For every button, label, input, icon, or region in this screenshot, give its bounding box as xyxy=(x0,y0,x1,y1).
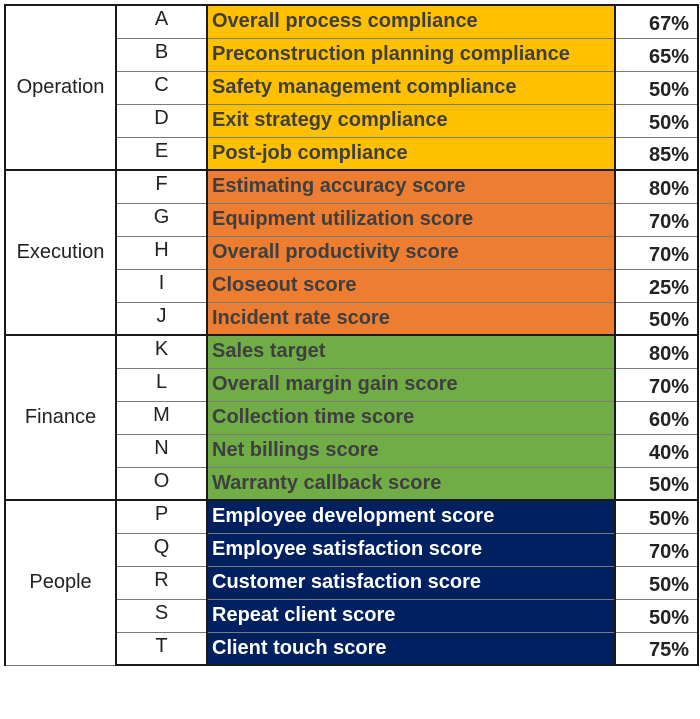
metric-percent: 50% xyxy=(614,466,699,501)
row-letter: J xyxy=(115,301,208,336)
table-row: N Net billings score 40% xyxy=(5,433,699,468)
category-label: People xyxy=(4,499,117,666)
row-letter: E xyxy=(115,136,208,171)
row-letter: N xyxy=(115,433,208,468)
metric-name: Exit strategy compliance xyxy=(206,103,616,138)
kpi-table: Operation A Overall process compliance 67% B… xyxy=(4,4,699,666)
table-row: J Incident rate score 50% xyxy=(5,301,699,336)
table-row: H Overall productivity score 70% xyxy=(5,235,699,270)
metric-percent: 65% xyxy=(614,37,699,72)
table-row: Execution F Estimating accuracy score 80% xyxy=(4,169,699,336)
metric-percent: 50% xyxy=(614,301,699,336)
row-letter: D xyxy=(115,103,208,138)
table-row: People P Employee development score 50% xyxy=(4,499,699,666)
category-label: Operation xyxy=(4,4,117,171)
metric-name: Overall productivity score xyxy=(206,235,616,270)
metric-percent: 67% xyxy=(614,4,699,39)
table-row: D Exit strategy compliance 50% xyxy=(5,103,699,138)
metric-name: Overall margin gain score xyxy=(206,367,616,402)
table-row: M Collection time score 60% xyxy=(5,400,699,435)
table-row: C Safety management compliance 50% xyxy=(5,70,699,105)
table-row: B Preconstruction planning compliance 65% xyxy=(5,37,699,72)
metric-name: Preconstruction planning compliance xyxy=(206,37,616,72)
metric-name: Sales target xyxy=(206,334,616,369)
row-letter: H xyxy=(115,235,208,270)
row-letter: K xyxy=(115,334,208,369)
table-row: T Client touch score 75% xyxy=(5,631,699,666)
row-letter: T xyxy=(115,631,208,666)
metric-name: Incident rate score xyxy=(206,301,616,336)
metric-name: Collection time score xyxy=(206,400,616,435)
metric-percent: 50% xyxy=(614,598,699,633)
metric-name: Post-job compliance xyxy=(206,136,616,171)
category-label: Execution xyxy=(4,169,117,336)
table-row: O Warranty callback score 50% xyxy=(5,466,699,501)
metric-percent: 80% xyxy=(614,169,699,204)
table-row: Q Employee satisfaction score 70% xyxy=(5,532,699,567)
table-row: E Post-job compliance 85% xyxy=(5,136,699,171)
metric-percent: 70% xyxy=(614,235,699,270)
metric-percent: 25% xyxy=(614,268,699,303)
metric-name: Estimating accuracy score xyxy=(206,169,616,204)
row-letter: F xyxy=(115,169,208,204)
metric-name: Safety management compliance xyxy=(206,70,616,105)
metric-name: Repeat client score xyxy=(206,598,616,633)
row-letter: B xyxy=(115,37,208,72)
metric-name: Closeout score xyxy=(206,268,616,303)
row-letter: P xyxy=(115,499,208,534)
row-letter: C xyxy=(115,70,208,105)
metric-name: Net billings score xyxy=(206,433,616,468)
row-letter: O xyxy=(115,466,208,501)
table-row: Finance K Sales target 80% xyxy=(4,334,699,501)
table-row: L Overall margin gain score 70% xyxy=(5,367,699,402)
category-label: Finance xyxy=(4,334,117,501)
row-letter: I xyxy=(115,268,208,303)
table-row: G Equipment utilization score 70% xyxy=(5,202,699,237)
metric-name: Customer satisfaction score xyxy=(206,565,616,600)
row-letter: L xyxy=(115,367,208,402)
table-row: R Customer satisfaction score 50% xyxy=(5,565,699,600)
metric-percent: 80% xyxy=(614,334,699,369)
metric-percent: 40% xyxy=(614,433,699,468)
row-letter: M xyxy=(115,400,208,435)
metric-percent: 70% xyxy=(614,532,699,567)
metric-percent: 75% xyxy=(614,631,699,666)
table-row: S Repeat client score 50% xyxy=(5,598,699,633)
row-letter: R xyxy=(115,565,208,600)
metric-name: Employee development score xyxy=(206,499,616,534)
row-letter: S xyxy=(115,598,208,633)
metric-name: Employee satisfaction score xyxy=(206,532,616,567)
table-row: I Closeout score 25% xyxy=(5,268,699,303)
metric-percent: 50% xyxy=(614,103,699,138)
metric-name: Client touch score xyxy=(206,631,616,666)
metric-percent: 60% xyxy=(614,400,699,435)
metric-percent: 50% xyxy=(614,499,699,534)
metric-percent: 70% xyxy=(614,202,699,237)
row-letter: Q xyxy=(115,532,208,567)
row-letter: G xyxy=(115,202,208,237)
metric-name: Overall process compliance xyxy=(206,4,616,39)
metric-name: Equipment utilization score xyxy=(206,202,616,237)
kpi-table-body: Operation A Overall process compliance 67% B… xyxy=(4,4,699,666)
metric-percent: 70% xyxy=(614,367,699,402)
table-row: Operation A Overall process compliance 67% xyxy=(4,4,699,171)
metric-percent: 50% xyxy=(614,70,699,105)
metric-percent: 85% xyxy=(614,136,699,171)
metric-percent: 50% xyxy=(614,565,699,600)
metric-name: Warranty callback score xyxy=(206,466,616,501)
row-letter: A xyxy=(115,4,208,39)
